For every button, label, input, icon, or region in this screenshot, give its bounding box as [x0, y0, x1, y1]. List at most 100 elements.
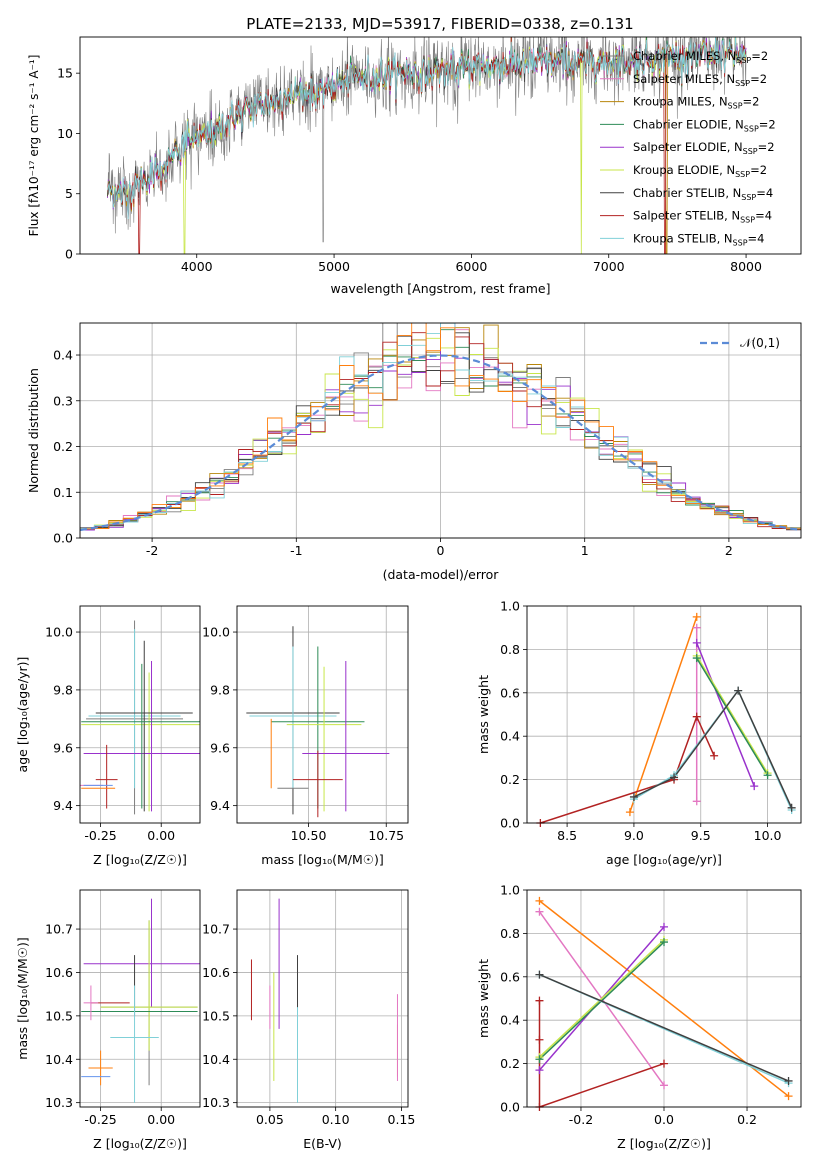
- weight-line-salpeter-elodie: [696, 642, 755, 787]
- age_vs_mass-frame: [236, 605, 409, 824]
- weight-marker: [763, 771, 772, 780]
- y-tick-label: 0.0: [500, 816, 520, 831]
- errorbar-point: [88, 629, 181, 789]
- x-tick-label: 10.75: [368, 828, 404, 843]
- y-tick-label: 10.4: [202, 1052, 230, 1067]
- residuals-marks: [80, 323, 801, 538]
- y-tick-label: 10.4: [45, 1052, 73, 1067]
- y-tick-label: 10.5: [202, 1008, 230, 1023]
- x-tick-label: 6000: [455, 259, 487, 274]
- x-tick-label: 0.15: [388, 1112, 416, 1127]
- weight-marker: [692, 797, 701, 806]
- weight-line-orange: [629, 616, 698, 813]
- weight_vs_Z-xlabel: Z [log₁₀(Z/Z☉)]: [617, 1136, 711, 1151]
- errorbar-point: [110, 985, 159, 1103]
- figure-title: PLATE=2133, MJD=53917, FIBERID=0338, z=0…: [246, 15, 633, 33]
- weight-line-salpeter-stelib: [540, 714, 715, 823]
- residuals-legend: 𝒩(0,1): [700, 336, 780, 350]
- weight-marker: [535, 970, 544, 979]
- legend-entry: Chabrier ELODIE, NSSP=2: [633, 117, 776, 133]
- y-tick-label: 0.8: [500, 926, 520, 941]
- legend-entry: Kroupa STELIB, NSSP=4: [633, 231, 764, 247]
- weight-marker: [535, 1035, 544, 1044]
- weight_vs_Z-axes: -0.2 0.0 0.2 0.0 0.2 0.4 0.6 0.8 1.0 Z [log₁₀(Z/Z…: [476, 883, 802, 1151]
- weight-marker: [784, 1076, 793, 1085]
- weight-marker: [692, 638, 701, 647]
- y-tick-label: 10.0: [202, 625, 230, 640]
- y-tick-label: 1.0: [500, 883, 520, 898]
- x-tick-label: 2: [725, 543, 733, 558]
- spectrum-legend: Chabrier MILES, NSSP=2 Salpeter MILES, NS…: [600, 49, 776, 247]
- errorbar-point: [95, 744, 118, 809]
- y-tick-label: 0.6: [500, 969, 520, 984]
- y-tick-label: 10.0: [45, 625, 73, 640]
- y-tick-label: 0.3: [53, 393, 73, 408]
- y-tick-label: 0.6: [500, 685, 520, 700]
- y-tick-label: 0.0: [53, 531, 73, 546]
- legend-entry: Kroupa ELODIE, NSSP=2: [633, 163, 767, 179]
- x-tick-label: 1: [581, 543, 589, 558]
- errorbar-point: [100, 920, 198, 1051]
- errorbar-point: [83, 985, 99, 1021]
- mass_vs_ebv-xlabel: E(B-V): [303, 1136, 342, 1151]
- spectrum-marks: [107, 37, 747, 254]
- legend-entry: Salpeter MILES, NSSP=2: [633, 72, 767, 88]
- weight-line-chabrier-elodie: [696, 657, 769, 776]
- weight-marker: [629, 792, 638, 801]
- mass_vs_ebv-marks: [250, 898, 398, 1103]
- weight-marker: [787, 803, 796, 812]
- weight-marker: [692, 612, 701, 621]
- errorbar-point: [88, 1050, 113, 1086]
- x-tick-label: 0.05: [256, 1112, 284, 1127]
- x-tick-label: -1: [290, 543, 302, 558]
- age_vs_Z-marks: [80, 620, 200, 815]
- errorbar-point: [286, 666, 362, 812]
- y-tick-label: 5: [65, 186, 73, 201]
- y-tick-label: 9.4: [210, 798, 230, 813]
- age_vs_Z-ylabel: age [log₁₀(age/yr)]: [15, 657, 30, 773]
- y-tick-label: 10.6: [202, 965, 230, 980]
- x-tick-label: 0.10: [322, 1112, 350, 1127]
- mass_vs_ebv-axes: 0.05 0.10 0.15 10.3 10.4 10.5 10.6 10.7 E(B-V): [202, 889, 416, 1151]
- legend-entry: Chabrier MILES, NSSP=2: [633, 49, 768, 65]
- weight-marker: [535, 1066, 544, 1075]
- x-tick-label: 0: [437, 543, 445, 558]
- weight-marker: [784, 1092, 793, 1101]
- weight_vs_age-axes: 8.5 9.0 9.5 10.0 0.0 0.2 0.4 0.6 0.8 1.0 age [log₁…: [476, 599, 802, 867]
- y-tick-label: 15: [57, 66, 73, 81]
- y-tick-label: 10.7: [45, 922, 73, 937]
- x-tick-label: 0.2: [737, 1112, 757, 1127]
- weight_vs_Z-ylabel: mass weight: [476, 959, 491, 1038]
- x-tick-label: 10.0: [754, 828, 782, 843]
- residuals-ylabel: Normed distribution: [26, 368, 41, 493]
- y-tick-label: 0.2: [500, 1056, 520, 1071]
- errorbar-point: [302, 660, 390, 812]
- x-tick-label: 0.00: [147, 1112, 175, 1127]
- residual-hist-orange: [80, 323, 801, 538]
- weight-line-chabrier-stelib: [539, 973, 789, 1082]
- x-tick-label: 9.5: [691, 828, 711, 843]
- errorbar-point: [81, 663, 200, 809]
- weight-line-kroupa-elodie: [696, 655, 769, 774]
- y-tick-label: 10.7: [202, 922, 230, 937]
- legend-entry: Salpeter ELODIE, NSSP=2: [633, 140, 775, 156]
- spectrum-ylabel: Flux [fλ10⁻¹⁷ erg cm⁻² s⁻¹ A⁻¹]: [27, 55, 41, 237]
- mass_vs_Z-ylabel: mass [log₁₀(M/M☉)]: [15, 937, 30, 1059]
- y-tick-label: 1.0: [500, 599, 520, 614]
- weight-line-salpeter-stelib: [538, 1000, 665, 1107]
- legend-entry: Kroupa MILES, NSSP=2: [633, 95, 759, 111]
- legend-entry: Salpeter STELIB, NSSP=4: [633, 209, 772, 225]
- age_vs_mass-axes: 10.50 10.75 9.4 9.6 9.8 10.0 mass [log₁₀(M/M☉)…: [202, 605, 409, 867]
- errorbar-point: [95, 640, 193, 812]
- y-tick-label: 0.4: [500, 1013, 520, 1028]
- spectrum-xlabel: wavelength [Angstrom, rest frame]: [330, 281, 550, 296]
- residuals-axes: -2 -1 0 1 2 0.0 0.1 0.2 0.3 0.4 𝒩(0,1) (data-model)…: [26, 322, 802, 582]
- mass_vs_ebv-frame: [236, 889, 409, 1108]
- x-tick-label: 5000: [318, 259, 350, 274]
- x-tick-label: -0.25: [84, 828, 116, 843]
- errorbar-point: [83, 898, 200, 1008]
- weight_vs_age-xlabel: age [log₁₀(age/yr)]: [606, 852, 722, 867]
- y-tick-label: 10.3: [202, 1095, 230, 1110]
- y-tick-label: 10.5: [45, 1008, 73, 1023]
